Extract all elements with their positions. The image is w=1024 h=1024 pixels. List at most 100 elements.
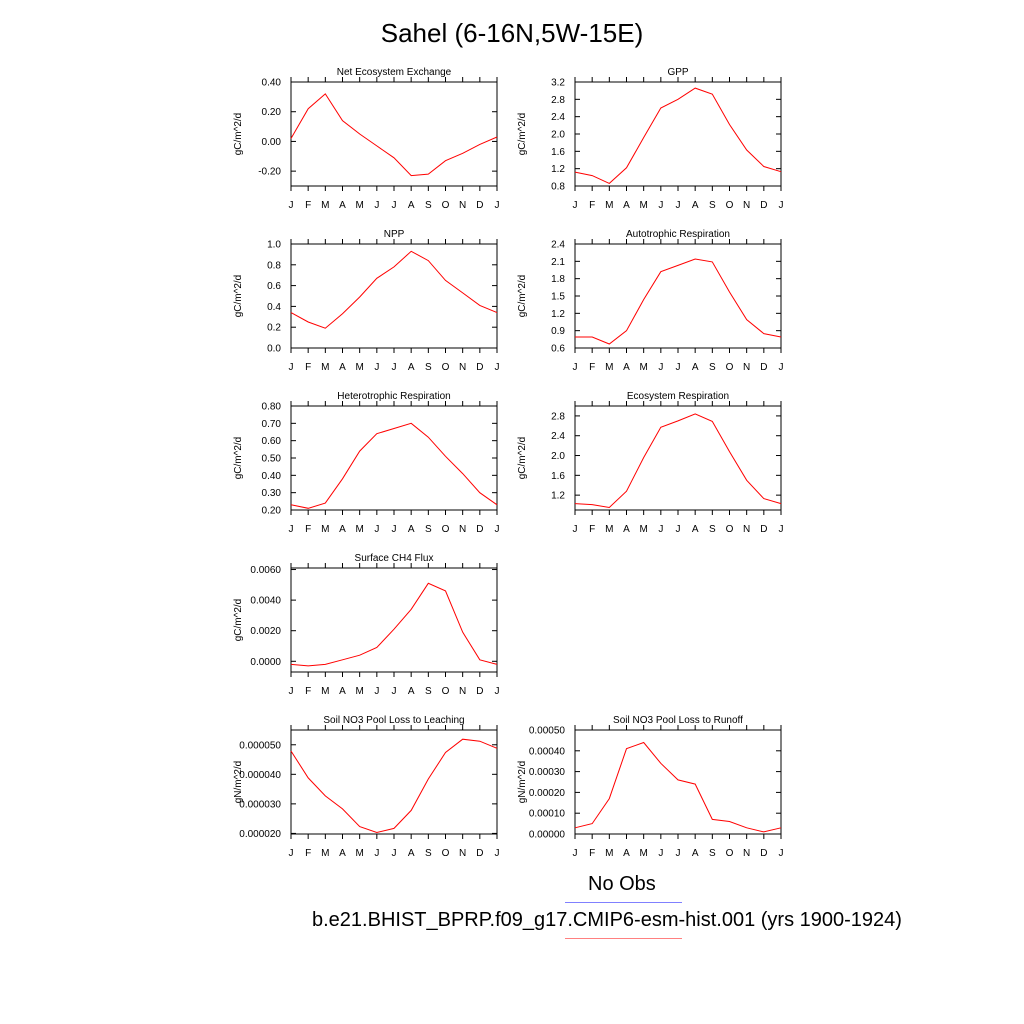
- x-tick-label: A: [339, 848, 346, 859]
- y-tick-label: 0.4: [267, 302, 281, 313]
- page-title: Sahel (6-16N,5W-15E): [380, 18, 644, 48]
- x-tick-label: M: [605, 848, 613, 859]
- series-line: [290, 738, 498, 834]
- y-tick-label: 2.1: [551, 257, 565, 268]
- legend-obs-line: [565, 902, 682, 903]
- x-tick-label: M: [355, 524, 363, 535]
- y-tick-label: 0.0: [267, 344, 281, 355]
- y-tick-label: 0.0060: [250, 565, 281, 576]
- y-tick-label: 1.6: [551, 147, 565, 158]
- series-line: [574, 413, 782, 509]
- y-tick-label: 0.00020: [529, 788, 566, 799]
- x-tick-label: N: [459, 848, 466, 859]
- plot-frame: [574, 243, 782, 349]
- x-tick-label: N: [459, 686, 466, 697]
- series-line: [290, 93, 498, 177]
- x-tick-label: F: [305, 200, 311, 211]
- x-tick-label: A: [623, 524, 630, 535]
- plot-frame: [574, 405, 782, 511]
- x-tick-label: A: [692, 362, 699, 373]
- series-line: [290, 250, 498, 329]
- x-tick-label: S: [425, 686, 432, 697]
- x-tick-label: O: [726, 362, 734, 373]
- chart-title: GPP: [667, 67, 688, 78]
- x-tick-label: S: [425, 200, 432, 211]
- x-tick-label: J: [392, 200, 397, 211]
- y-tick-label: 0.000020: [239, 829, 281, 840]
- x-tick-label: J: [289, 200, 294, 211]
- x-tick-label: A: [339, 686, 346, 697]
- plot-frame: [574, 729, 782, 835]
- x-tick-label: F: [589, 200, 595, 211]
- y-tick-label: 0.20: [262, 107, 282, 118]
- x-tick-label: S: [425, 524, 432, 535]
- legend-obs-label: No Obs: [588, 873, 656, 895]
- y-tick-label: 0.00000: [529, 830, 566, 841]
- x-tick-label: J: [392, 362, 397, 373]
- x-tick-label: O: [442, 848, 450, 859]
- y-tick-label: 0.30: [262, 488, 282, 499]
- y-tick-label: 0.8: [267, 260, 281, 271]
- x-tick-label: M: [321, 362, 329, 373]
- x-tick-label: N: [743, 524, 750, 535]
- x-tick-label: A: [408, 362, 415, 373]
- x-tick-label: A: [623, 200, 630, 211]
- x-tick-label: M: [605, 362, 613, 373]
- chart-title: Soil NO3 Pool Loss to Runoff: [613, 715, 743, 726]
- x-tick-label: J: [392, 524, 397, 535]
- x-tick-label: J: [779, 848, 784, 859]
- y-tick-label: 0.00040: [529, 746, 566, 757]
- x-tick-label: S: [425, 848, 432, 859]
- x-tick-label: J: [495, 524, 500, 535]
- chart-title: Heterotrophic Respiration: [337, 391, 450, 402]
- x-tick-label: J: [779, 524, 784, 535]
- x-tick-label: F: [305, 848, 311, 859]
- x-tick-label: M: [605, 200, 613, 211]
- y-tick-label: 0.8: [551, 182, 565, 193]
- y-tick-label: 0.0020: [250, 626, 281, 637]
- x-tick-label: F: [305, 524, 311, 535]
- plot-frame: [290, 405, 498, 511]
- x-tick-label: O: [442, 524, 450, 535]
- x-tick-label: J: [289, 686, 294, 697]
- x-tick-label: S: [709, 524, 716, 535]
- y-tick-label: 0.000040: [239, 770, 281, 781]
- series-line: [290, 582, 498, 667]
- y-axis-label: gC/m^2/d: [233, 275, 244, 318]
- x-tick-label: M: [321, 686, 329, 697]
- x-tick-label: M: [321, 524, 329, 535]
- x-tick-label: J: [374, 362, 379, 373]
- y-tick-label: 0.0000: [250, 657, 281, 668]
- x-tick-label: A: [339, 200, 346, 211]
- y-tick-label: 0.40: [262, 78, 282, 89]
- x-tick-label: A: [408, 686, 415, 697]
- x-tick-label: A: [623, 848, 630, 859]
- y-tick-label: 2.4: [551, 240, 565, 251]
- y-axis-label: gN/m^2/d: [233, 761, 244, 804]
- x-tick-label: M: [639, 362, 647, 373]
- x-tick-label: A: [339, 362, 346, 373]
- y-tick-label: 1.2: [551, 491, 565, 502]
- x-tick-label: D: [476, 848, 483, 859]
- y-axis-label: gC/m^2/d: [517, 437, 528, 480]
- x-tick-label: D: [760, 200, 767, 211]
- chart-panel-4: Autotrophic Respiration gC/m^2/d 2.4 2.1 1.8…: [517, 229, 784, 373]
- x-tick-label: F: [305, 686, 311, 697]
- y-tick-label: 0.9: [551, 326, 565, 337]
- y-tick-label: 2.8: [551, 411, 565, 422]
- x-tick-label: J: [289, 362, 294, 373]
- y-tick-label: 1.6: [551, 471, 565, 482]
- x-tick-label: N: [743, 362, 750, 373]
- plot-frame: [290, 729, 498, 835]
- x-tick-label: S: [709, 848, 716, 859]
- y-tick-label: 1.0: [267, 240, 281, 251]
- x-tick-label: F: [589, 362, 595, 373]
- x-tick-label: O: [726, 200, 734, 211]
- y-tick-label: 1.5: [551, 292, 565, 303]
- y-tick-label: 0.00030: [529, 767, 566, 778]
- series-line: [290, 422, 498, 509]
- plot-frame: [290, 567, 498, 673]
- x-tick-label: J: [495, 362, 500, 373]
- legend-model-label: b.e21.BHIST_BPRP.f09_g17.CMIP6-esm-hist.…: [312, 909, 902, 931]
